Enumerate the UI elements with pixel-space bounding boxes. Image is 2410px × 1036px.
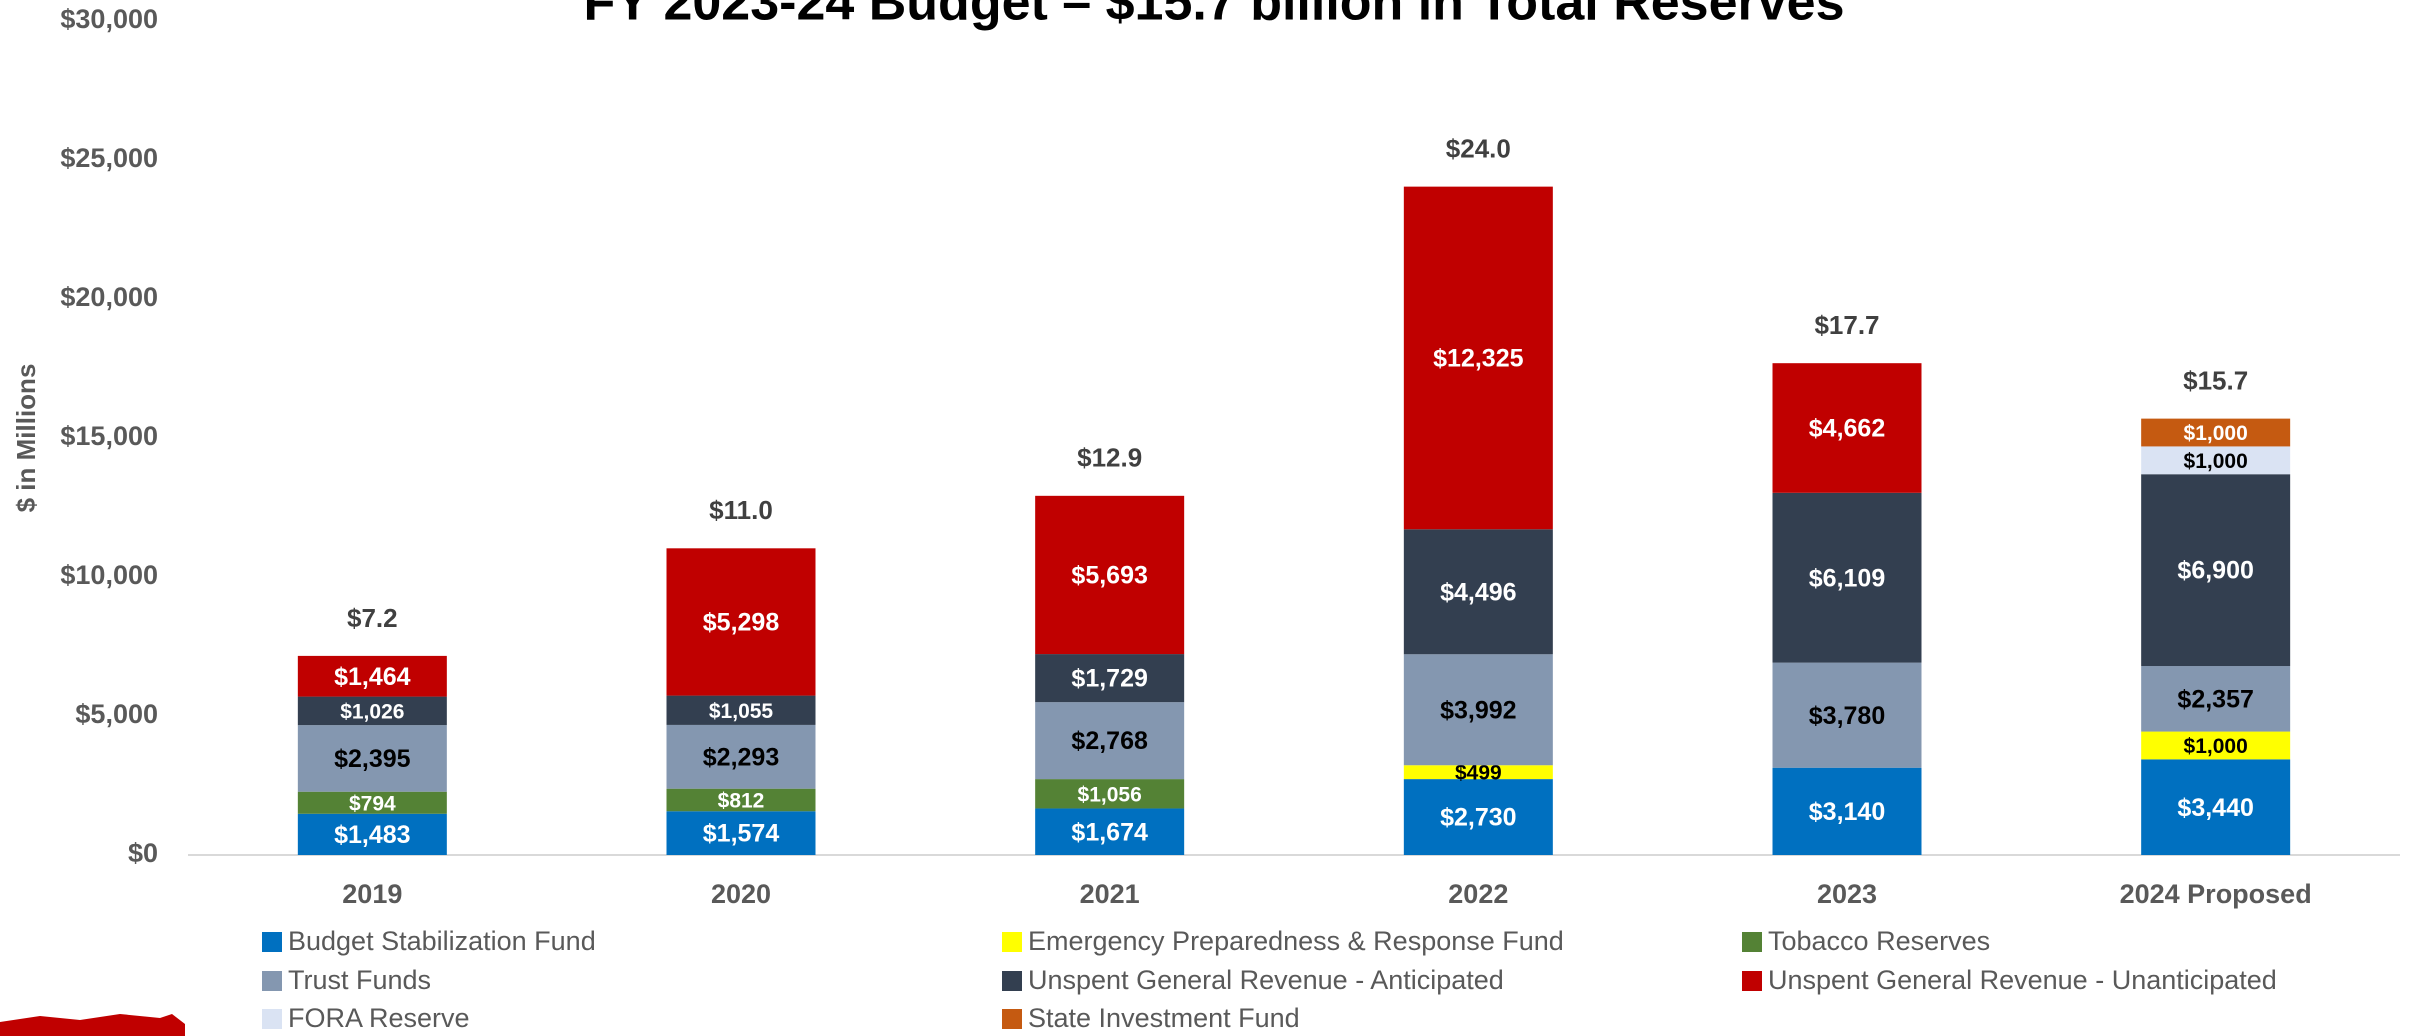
x-tick-label: 2022 (1448, 879, 1508, 909)
bar-segment (2141, 474, 2291, 667)
bar-segment (1035, 808, 1185, 855)
legend-label: FORA Reserve (288, 1003, 470, 1033)
data-label: $812 (718, 790, 765, 813)
data-label: $499 (1455, 762, 1502, 785)
data-label: $6,109 (1809, 564, 1885, 592)
data-label: $1,026 (340, 700, 404, 723)
bar-segment (2141, 446, 2291, 475)
bar-segment (666, 724, 816, 789)
y-tick-label: $30,000 (60, 4, 158, 34)
data-label: $5,298 (703, 609, 780, 637)
data-label: $1,000 (2184, 422, 2248, 445)
bar-segment (666, 548, 816, 696)
bar-segment (1035, 654, 1185, 703)
y-tick-label: $20,000 (60, 282, 158, 312)
data-label: $5,693 (1071, 562, 1147, 590)
legend-swatch (262, 1009, 282, 1029)
bar-segment (666, 695, 816, 725)
y-tick-label: $25,000 (60, 143, 158, 173)
data-label: $3,780 (1809, 702, 1885, 730)
data-label: $3,140 (1809, 798, 1885, 826)
legend-swatch (1002, 932, 1022, 952)
bar-segment (297, 813, 447, 855)
x-tick-label: 2019 (342, 879, 402, 909)
data-label: $1,056 (1078, 783, 1142, 806)
total-label: $11.0 (709, 495, 773, 525)
total-label: $24.0 (1446, 134, 1511, 164)
data-label: $12,325 (1433, 345, 1523, 373)
legend-label: Unspent General Revenue - Unanticipated (1768, 965, 2277, 995)
data-label: $4,662 (1809, 415, 1885, 443)
bar-segment (297, 725, 447, 792)
total-label: $12.9 (1077, 443, 1142, 473)
data-label: $2,395 (334, 745, 411, 773)
bar-segment (297, 791, 447, 814)
data-label: $1,000 (2184, 450, 2248, 473)
data-label: $2,730 (1440, 804, 1516, 832)
bar-segment (666, 811, 816, 855)
data-label: $2,768 (1071, 727, 1148, 755)
x-tick-label: 2023 (1817, 879, 1877, 909)
y-tick-label: $0 (128, 838, 158, 868)
legend-label: Emergency Preparedness & Response Fund (1028, 926, 1564, 956)
chart-title: FY 2023-24 Budget – $15.7 billion in Tot… (584, 0, 1845, 32)
total-label: $17.7 (1814, 310, 1879, 340)
total-label: $7.2 (347, 603, 398, 633)
bar-segment (1403, 779, 1553, 855)
data-label: $6,900 (2177, 557, 2253, 585)
bar-segment (1772, 363, 1922, 493)
bar-segment (1403, 654, 1553, 766)
data-label: $1,483 (334, 821, 410, 849)
bar-segment (1035, 495, 1185, 655)
y-tick-label: $5,000 (75, 699, 158, 729)
data-label: $4,496 (1440, 578, 1516, 606)
data-label: $2,357 (2177, 685, 2253, 713)
bar-segment (1403, 765, 1553, 780)
bar-segment (1403, 186, 1553, 530)
data-label: $1,674 (1071, 818, 1148, 846)
x-tick-label: 2024 Proposed (2120, 879, 2312, 909)
data-label: $2,293 (703, 743, 779, 771)
legend-label: Budget Stabilization Fund (288, 926, 596, 956)
legend-swatch (1742, 971, 1762, 991)
total-label: $15.7 (2183, 365, 2248, 395)
bar-segment (1772, 662, 1922, 768)
data-label: $1,729 (1071, 665, 1147, 693)
x-tick-label: 2020 (711, 879, 771, 909)
bar-segment (1403, 529, 1553, 655)
data-label: $3,992 (1440, 696, 1516, 724)
bar-segment (1772, 492, 1922, 663)
data-label: $1,000 (2184, 735, 2248, 758)
legend-label: State Investment Fund (1028, 1003, 1300, 1033)
legend-label: Unspent General Revenue - Anticipated (1028, 965, 1504, 995)
legend-swatch (1002, 1009, 1022, 1029)
data-label: $794 (349, 792, 396, 815)
bar-segment (666, 788, 816, 812)
legend-swatch (1742, 932, 1762, 952)
bar-segment (2141, 759, 2291, 855)
bar-segment (2141, 666, 2291, 732)
bar-segment (297, 655, 447, 697)
bar-segment (1772, 767, 1922, 855)
bar-segment (2141, 418, 2291, 447)
legend-swatch (262, 932, 282, 952)
legend-label: Trust Funds (288, 965, 431, 995)
y-tick-label: $15,000 (60, 421, 158, 451)
legend-swatch (1002, 971, 1022, 991)
x-tick-label: 2021 (1080, 879, 1140, 909)
bar-segment (1035, 779, 1185, 809)
data-label: $3,440 (2177, 794, 2253, 822)
bar-segment (297, 696, 447, 726)
data-label: $1,055 (709, 700, 774, 723)
bar-segment (1035, 702, 1185, 780)
data-label: $1,574 (703, 820, 780, 848)
logo (0, 1014, 185, 1036)
y-axis-label: $ in Millions (11, 364, 41, 513)
y-tick-label: $10,000 (60, 560, 158, 590)
bar-segment (2141, 731, 2291, 760)
legend-label: Tobacco Reserves (1768, 926, 1990, 956)
legend-swatch (262, 971, 282, 991)
data-label: $1,464 (334, 663, 411, 691)
